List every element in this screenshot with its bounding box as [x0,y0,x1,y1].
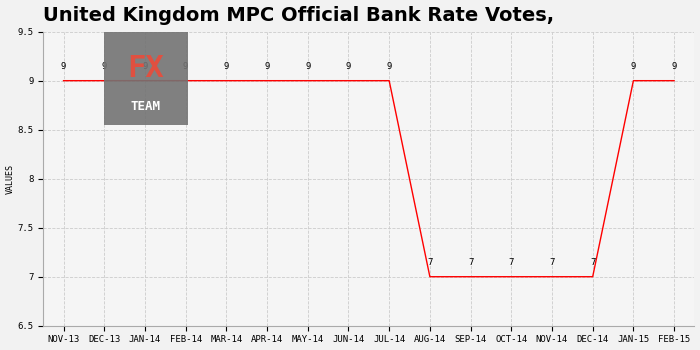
Text: 9: 9 [102,62,107,71]
Text: 9: 9 [386,62,392,71]
Text: 9: 9 [305,62,310,71]
FancyBboxPatch shape [104,32,188,125]
Y-axis label: VALUES: VALUES [6,164,15,194]
Text: TEAM: TEAM [131,100,161,113]
Text: 9: 9 [671,62,677,71]
Text: 7: 7 [427,258,433,267]
Text: United Kingdom MPC Official Bank Rate Votes,: United Kingdom MPC Official Bank Rate Vo… [43,6,554,25]
Text: 7: 7 [550,258,554,267]
Text: 7: 7 [468,258,473,267]
Text: 7: 7 [509,258,514,267]
Text: 9: 9 [142,62,148,71]
Text: 9: 9 [631,62,636,71]
Text: FX: FX [127,54,164,83]
Text: 7: 7 [590,258,596,267]
Text: 9: 9 [224,62,229,71]
Text: 9: 9 [183,62,188,71]
Text: 9: 9 [346,62,351,71]
Text: 9: 9 [61,62,66,71]
Text: 9: 9 [265,62,270,71]
